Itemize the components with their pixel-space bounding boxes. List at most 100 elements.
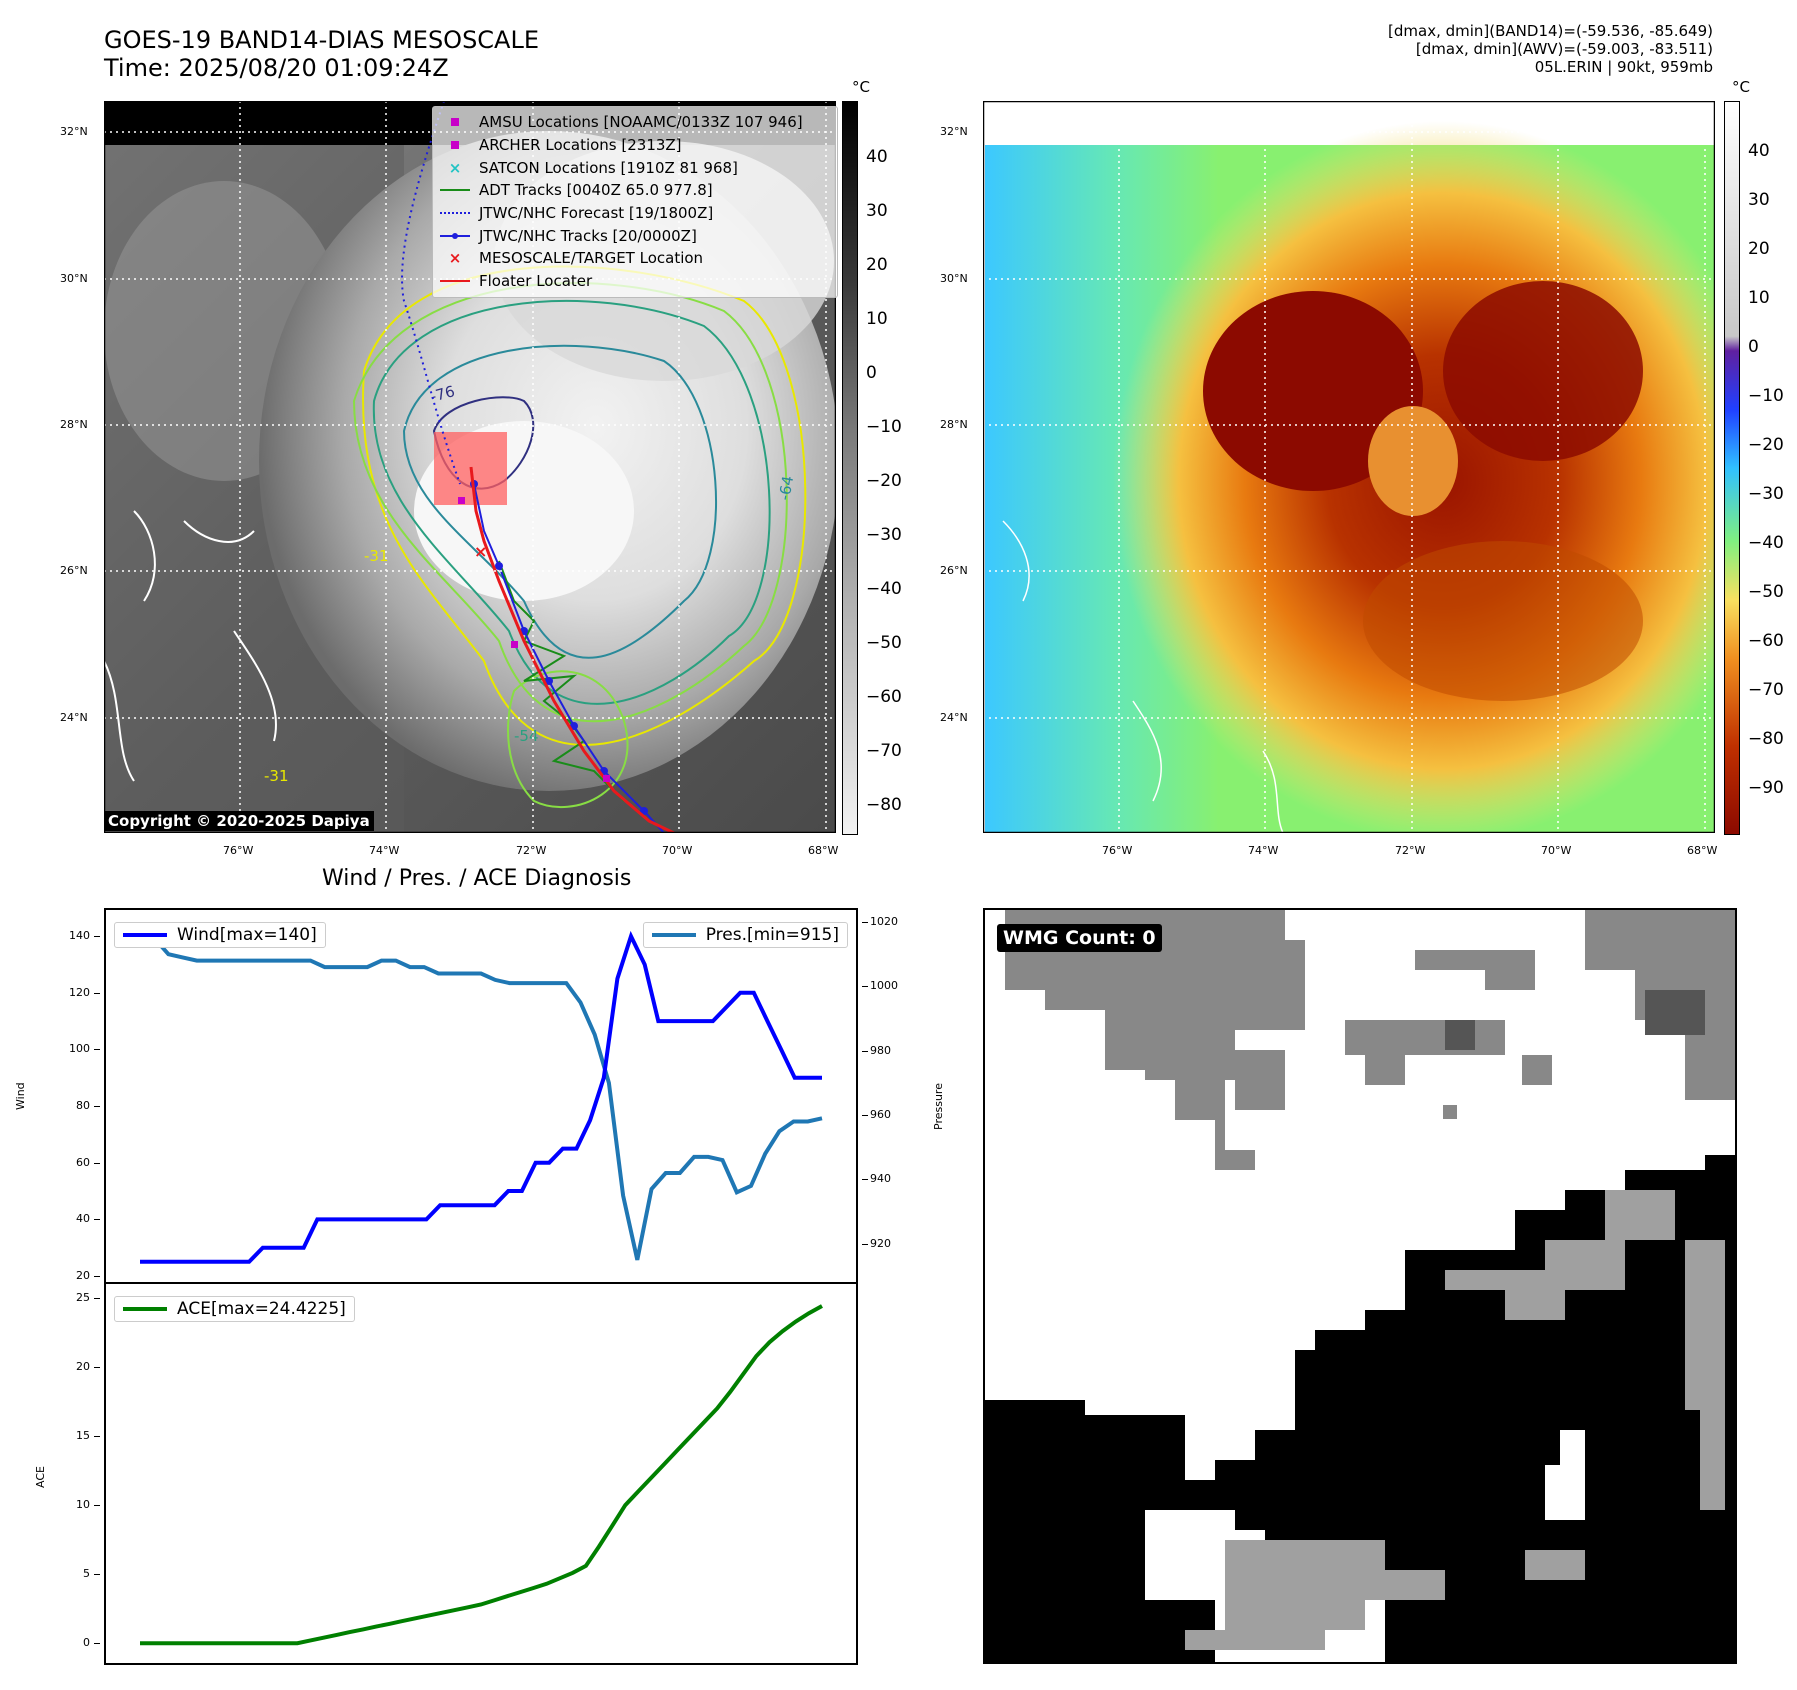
colorbar-left-ticks: 40 30 20 10 0 −10 −20 −30 −40 −50 −60 −7… [866, 101, 916, 833]
legend-item-adt: ADT Tracks [0040Z 65.0 977.8] [439, 179, 837, 202]
y-tick-label: 0 [83, 1636, 90, 1650]
forecast-track [401, 101, 461, 485]
cb-tick: −70 [1748, 680, 1784, 700]
y-tick-mark [862, 1115, 868, 1117]
y-tick-mark [94, 1219, 100, 1221]
info-band14: [dmax, dmin](BAND14)=(-59.536, -85.649) [1388, 22, 1713, 40]
y-tick-label: 1020 [870, 915, 898, 928]
cb-tick: −80 [1748, 729, 1784, 749]
awv-map-grid [983, 101, 1715, 833]
cb-tick: −40 [866, 579, 902, 599]
contour-label: -64 [775, 474, 797, 501]
y-tick-mark [94, 1436, 100, 1438]
wmg-panel: WMG Count: 0 [983, 908, 1737, 1664]
legend-item-floater: Floater Locater [439, 270, 837, 293]
y-tick-mark [94, 1367, 100, 1369]
lat-label: 24°N [940, 711, 968, 724]
lon-label: 76°W [1102, 844, 1133, 857]
ace-svg [140, 1304, 823, 1646]
lat-label: 30°N [60, 272, 88, 285]
diagnosis-title: Wind / Pres. / ACE Diagnosis [322, 866, 632, 891]
y-tick-mark [862, 1050, 868, 1052]
colorbar-left-unit: °C [852, 78, 870, 96]
cb-tick: −70 [866, 741, 902, 761]
floater-track [469, 466, 675, 833]
y-tick-label: 920 [870, 1236, 891, 1250]
legend-item-forecast: JTWC/NHC Forecast [19/1800Z] [439, 202, 837, 225]
y-tick-mark [94, 1106, 100, 1108]
pres-ticks: 920 940 960 980 1000 1020 [862, 908, 922, 1284]
pressure-line [140, 936, 823, 1261]
y-tick-label: 25 [76, 1291, 90, 1304]
contour-label: -76 [428, 382, 456, 406]
y-tick-mark [94, 1298, 100, 1299]
cb-tick: −10 [1748, 386, 1784, 406]
cb-tick: −90 [1748, 778, 1784, 798]
y-tick-label: 60 [76, 1155, 90, 1169]
wind-ticks: 20 40 60 80 100 120 140 [0, 908, 100, 1284]
lat-label: 28°N [940, 418, 968, 431]
lon-label: 74°W [369, 844, 400, 857]
pres-legend-label: Pres.[min=915] [705, 925, 839, 945]
y-tick-mark [862, 986, 868, 988]
pres-legend: Pres.[min=915] [642, 922, 848, 948]
cb-tick: 40 [1748, 141, 1770, 161]
copyright-label: Copyright © 2020-2025 Dapiya [104, 811, 374, 831]
cb-tick: 20 [866, 255, 888, 275]
wind-ylabel: Wind [14, 1082, 27, 1110]
legend-item-nhc: JTWC/NHC Tracks [20/0000Z] [439, 224, 837, 247]
wmg-count-label: WMG Count: 0 [997, 924, 1162, 952]
ace-line [140, 1304, 823, 1646]
legend-item-amsu: AMSU Locations [NOAAMC/0133Z 107 946] [439, 111, 837, 134]
ace-ylabel: ACE [34, 1466, 47, 1488]
awv-map-panel [983, 101, 1715, 833]
lon-label: 72°W [516, 844, 547, 857]
wind-line [140, 930, 822, 1264]
y-tick-label: 140 [69, 929, 90, 943]
cb-tick: −80 [866, 795, 902, 815]
info-block: [dmax, dmin](BAND14)=(-59.536, -85.649) … [1388, 22, 1713, 76]
y-tick-mark [94, 1162, 100, 1164]
lon-label: 68°W [808, 844, 839, 857]
wind-legend: Wind[max=140] [114, 922, 326, 948]
y-tick-mark [862, 922, 868, 923]
cb-tick: −10 [866, 417, 902, 437]
y-tick-mark [94, 1505, 100, 1507]
cb-tick: −30 [866, 525, 902, 545]
y-tick-label: 960 [870, 1108, 891, 1122]
lat-label: 32°N [60, 125, 88, 138]
y-tick-label: 1000 [870, 979, 898, 993]
lon-label: 70°W [662, 844, 693, 857]
legend-item-satcon: × SATCON Locations [1910Z 81 968] [448, 158, 738, 177]
info-storm: 05L.ERIN | 90kt, 959mb [1534, 58, 1713, 76]
cb-tick: 20 [1748, 239, 1770, 259]
colorbar-right-unit: °C [1732, 78, 1750, 96]
legend-item-target: × MESOSCALE/TARGET Location [448, 249, 704, 268]
lon-label: 70°W [1541, 844, 1572, 857]
cb-tick: 30 [866, 201, 888, 221]
wind-pres-plot: Wind[max=140] Pres.[min=915] [104, 908, 858, 1284]
y-tick-label: 120 [69, 985, 90, 999]
y-tick-mark [862, 1243, 868, 1245]
cb-tick: −30 [1748, 484, 1784, 504]
y-tick-mark [94, 992, 100, 994]
contour-label: -54 [514, 727, 539, 745]
lon-label: 76°W [223, 844, 254, 857]
ace-ticks: 0 5 10 15 20 25 [0, 1282, 100, 1665]
svg-text:×: × [474, 542, 487, 561]
y-tick-mark [94, 1276, 100, 1277]
y-tick-label: 40 [76, 1212, 90, 1226]
cb-tick: −20 [866, 471, 902, 491]
info-awv: [dmax, dmin](AWV)=(-59.003, -83.511) [1415, 40, 1713, 58]
lat-label: 32°N [940, 125, 968, 138]
wind-pres-svg [140, 930, 823, 1264]
wmg-map [985, 910, 1735, 1662]
y-tick-mark [862, 1179, 868, 1181]
lat-label: 26°N [940, 564, 968, 577]
colorbar-right [1724, 101, 1740, 835]
cb-tick: 10 [866, 309, 888, 329]
cb-tick: −60 [1748, 631, 1784, 651]
contour-label: -31 [264, 767, 289, 785]
y-tick-mark [94, 1574, 100, 1576]
y-tick-label: 940 [870, 1172, 891, 1186]
